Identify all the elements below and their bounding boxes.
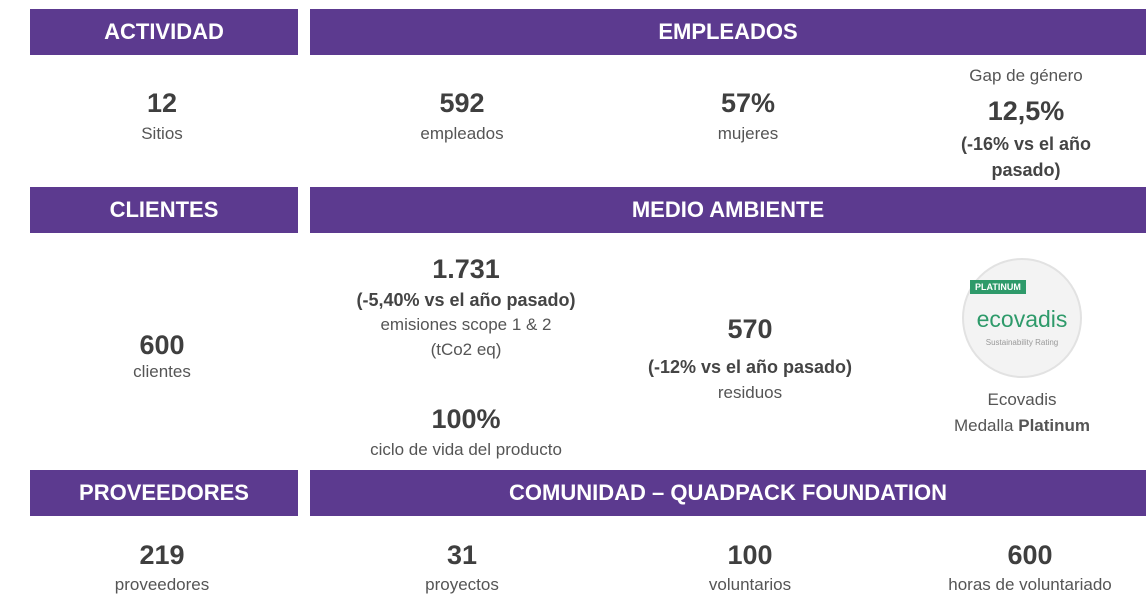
stat-value: 219: [139, 540, 185, 570]
stat-label: Medalla Platinum: [954, 416, 1090, 436]
stat-value: 600: [1007, 540, 1053, 570]
stat-value: 570: [727, 314, 773, 344]
badge-caption: Sustainability Rating: [985, 338, 1059, 347]
badge-brand: ecovadis: [976, 306, 1068, 332]
stat-label: empleados: [420, 124, 504, 143]
header: ACTIVIDAD: [30, 9, 298, 55]
stat-change: pasado): [991, 160, 1061, 180]
stat-value: 57%: [720, 88, 776, 118]
stat-value: 100: [727, 540, 773, 570]
header: EMPLEADOS: [310, 9, 1146, 55]
header: CLIENTES: [30, 187, 298, 233]
header: PROVEEDORES: [30, 470, 298, 516]
stat-label: proyectos: [425, 575, 499, 594]
stat-label: (tCo2 eq): [430, 340, 502, 359]
stat-label: voluntarios: [708, 575, 792, 594]
stat-label: clientes: [133, 362, 191, 381]
stat-change: (-16% vs el año: [960, 134, 1092, 154]
stat-change: (-5,40% vs el año pasado): [356, 290, 576, 310]
stat-label: Ecovadis: [987, 390, 1057, 409]
stat-label: residuos: [717, 383, 783, 402]
medal-prefix: Medalla: [953, 416, 1014, 435]
medal-level: Platinum: [1018, 416, 1091, 435]
header: MEDIO AMBIENTE: [310, 187, 1146, 233]
badge-level: PLATINUM: [970, 280, 1026, 294]
stat-value: 31: [446, 540, 478, 570]
stat-label: proveedores: [114, 575, 210, 594]
stat-value: 12,5%: [987, 96, 1065, 126]
stat-value: 12: [146, 88, 178, 118]
stat-title: Gap de género: [969, 66, 1083, 85]
stat-value: 600: [139, 330, 185, 360]
stat-label: Sitios: [141, 124, 183, 143]
stat-value: 592: [439, 88, 485, 118]
stat-label: ciclo de vida del producto: [370, 440, 562, 459]
stat-value: 1.731: [432, 254, 500, 284]
stat-label: emisiones scope 1 & 2: [380, 315, 552, 334]
stat-change: (-12% vs el año pasado): [647, 357, 853, 377]
header: COMUNIDAD – QUADPACK FOUNDATION: [310, 470, 1146, 516]
ecovadis-badge: PLATINUM ecovadis Sustainability Rating: [962, 258, 1082, 378]
stat-label: mujeres: [717, 124, 779, 143]
stat-value: 100%: [431, 404, 501, 434]
stat-label: horas de voluntariado: [948, 575, 1112, 594]
